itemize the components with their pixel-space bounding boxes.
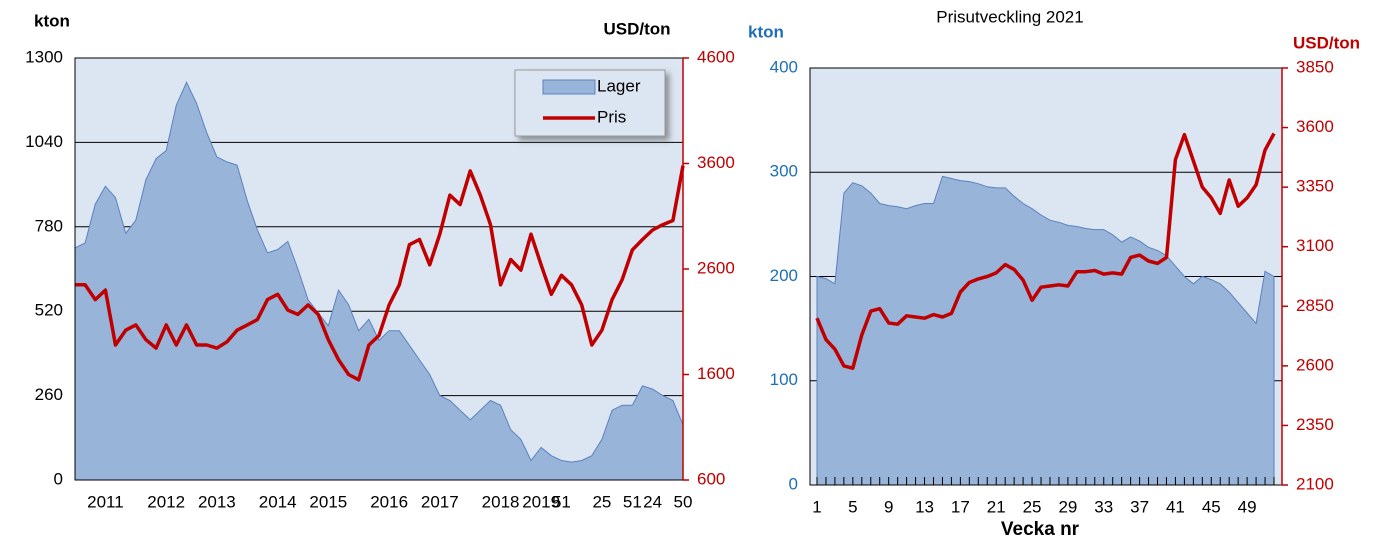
y-tick-label: 1040 (25, 132, 63, 151)
x-tick-label: 2016 (370, 492, 408, 511)
legend: Lager Pris (514, 69, 666, 137)
y2-tick-label: 2600 (1296, 355, 1334, 374)
x-axis-label: Vecka nr (1001, 519, 1080, 540)
x-tick-label: 17 (951, 497, 970, 516)
x-tick-label: 2012 (147, 492, 185, 511)
y2-tick-label: 2600 (697, 258, 735, 277)
y2-tick-label: 3350 (1296, 177, 1334, 196)
y-tick-label: 300 (770, 162, 798, 181)
x-tick-label: 51 (623, 492, 642, 511)
y2-axis-label: USD/ton (1293, 33, 1360, 52)
x-tick-label: 9 (884, 497, 893, 516)
x-tick-label: 45 (1202, 497, 1221, 516)
area (74, 81, 684, 481)
x-tick-label: 33 (1094, 497, 1113, 516)
line (815, 132, 1276, 370)
x-tick-label: 1 (812, 497, 821, 516)
y-tick-label: 520 (35, 301, 63, 320)
y-tick-label: 200 (770, 266, 798, 285)
legend-label: Pris (597, 107, 626, 126)
x-tick-label: 29 (1058, 497, 1077, 516)
line (75, 165, 685, 382)
y2-tick-label: 2350 (1296, 415, 1334, 434)
x-tick-label: 49 (1238, 497, 1257, 516)
y-tick-label: 0 (54, 469, 63, 488)
x-tick-label: 2017 (421, 492, 459, 511)
x-tick-label: 5 (848, 497, 857, 516)
y-tick-label: 260 (35, 385, 63, 404)
x-tick-label: 2014 (259, 492, 297, 511)
legend-label: Lager (597, 76, 641, 95)
y2-tick-label: 3100 (1296, 236, 1334, 255)
y-tick-label: 0 (789, 474, 798, 493)
x-tick-label: 25 (592, 492, 611, 511)
y2-tick-label: 3600 (697, 153, 735, 172)
legend-swatch (542, 79, 596, 95)
area (816, 175, 1275, 486)
y2-tick-label: 4600 (697, 47, 735, 66)
y2-axis-label: USD/ton (603, 19, 670, 38)
y2-tick-label: 2850 (1296, 296, 1334, 315)
y2-tick-label: 3600 (1296, 117, 1334, 136)
x-tick-label: 41 (1166, 497, 1185, 516)
y2-tick-label: 2100 (1296, 474, 1334, 493)
x-tick-label: 24 (643, 492, 662, 511)
x-tick-label: 13 (915, 497, 934, 516)
x-tick-label: 21 (987, 497, 1006, 516)
x-tick-label: 2019 (522, 492, 560, 511)
x-tick-label: 2018 (482, 492, 520, 511)
y-axis-label: kton (748, 22, 784, 41)
x-tick-label: 25 (1023, 497, 1042, 516)
y2-tick-label: 600 (697, 469, 725, 488)
x-tick-label: 51 (552, 492, 571, 511)
chart-title: Prisutveckling 2021 (936, 7, 1083, 26)
y2-tick-label: 3850 (1296, 57, 1334, 76)
x-tick-label: 2011 (87, 492, 124, 511)
x-tick-label: 2013 (198, 492, 236, 511)
y-axis-label: kton (34, 11, 70, 30)
x-tick-label: 50 (674, 492, 693, 511)
y-tick-label: 100 (770, 370, 798, 389)
x-tick-label: 2015 (309, 492, 347, 511)
y-tick-label: 1300 (25, 47, 63, 66)
y-tick-label: 780 (35, 216, 63, 235)
x-tick-label: 37 (1130, 497, 1149, 516)
y2-tick-label: 1600 (697, 364, 735, 383)
y-tick-label: 400 (770, 57, 798, 76)
